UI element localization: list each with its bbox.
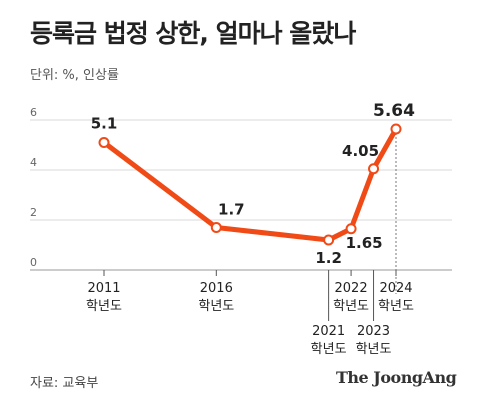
data-point-2023 — [368, 163, 380, 175]
y-tick-label: 4 — [30, 156, 37, 169]
series-line — [101, 126, 399, 243]
data-point-2022 — [345, 223, 357, 235]
value-label-2016: 1.7 — [218, 201, 245, 219]
unit-label: 단위: %, 인상률 — [30, 68, 119, 83]
y-tick-label: 6 — [30, 106, 37, 119]
x-tick-label-2021: 2021 — [312, 324, 345, 339]
value-label-2024: 5.64 — [373, 101, 415, 121]
x-tick-label-2011: 학년도 — [86, 299, 122, 314]
page-title: 등록금 법정 상한, 얼마나 올랐나 — [30, 19, 356, 48]
value-label-2011: 5.1 — [91, 115, 118, 133]
value-label-2023: 4.05 — [342, 142, 379, 160]
data-point-2024 — [390, 123, 402, 135]
data-point-2011 — [98, 137, 110, 148]
x-tick-label-2021: 학년도 — [311, 342, 347, 357]
value-label-2021: 1.2 — [315, 249, 342, 267]
y-tick-label: 0 — [30, 256, 37, 269]
x-tick-label-2016: 학년도 — [198, 299, 234, 314]
source-label: 자료: 교육부 — [30, 376, 99, 391]
brand-logo: The JoongAng — [336, 368, 457, 387]
x-tick-label-2022: 학년도 — [333, 299, 369, 314]
x-tick-label-2023: 2023 — [357, 324, 390, 339]
x-tick-label-2011: 2011 — [87, 281, 120, 296]
x-tick-label-2023: 학년도 — [356, 342, 392, 357]
x-tick-label-2022: 2022 — [335, 281, 368, 296]
data-point-2021 — [323, 234, 335, 246]
x-tick-label-2024: 학년도 — [378, 299, 414, 314]
x-tick-label-2024: 2024 — [379, 281, 412, 296]
y-tick-label: 2 — [30, 206, 37, 219]
data-point-2016 — [210, 222, 222, 233]
x-tick-label-2016: 2016 — [200, 281, 233, 296]
value-label-2022: 1.65 — [346, 234, 383, 252]
